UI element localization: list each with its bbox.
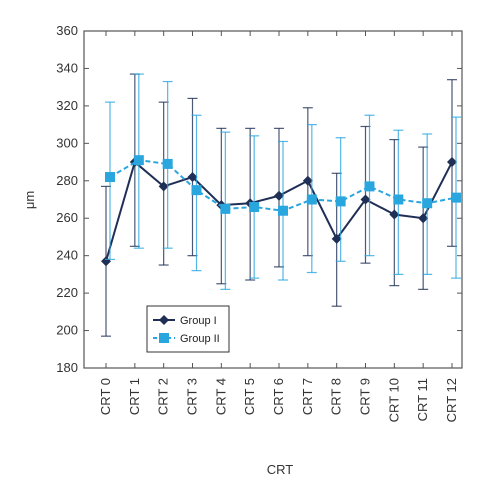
x-axis-title: CRT [267, 462, 294, 477]
y-tick-label: 180 [56, 360, 78, 375]
data-point [133, 155, 144, 166]
data-point [220, 203, 231, 214]
data-point [274, 190, 284, 201]
x-tick-label: CRT 11 [415, 378, 430, 421]
data-point [187, 172, 198, 183]
legend-marker-group-2 [159, 333, 169, 343]
data-point [418, 213, 429, 224]
data-point [389, 209, 400, 220]
series-layer [101, 73, 461, 337]
legend: Group I Group II [146, 305, 230, 353]
data-point [447, 157, 457, 168]
data-point [393, 194, 404, 205]
x-tick-label: CRT 6 [271, 378, 286, 415]
x-axis: CRT 0 CRT 1 CRT 2 CRT 3 CRT 4 CRT 5 CRT 6 CRT 7… [98, 31, 459, 422]
data-point [191, 185, 202, 196]
data-point [335, 196, 346, 207]
series-group-1 [101, 73, 457, 337]
legend-box [146, 305, 230, 353]
legend-label-group-1: Group I [180, 315, 217, 327]
y-tick-label: 320 [56, 98, 78, 113]
data-point [249, 201, 260, 212]
data-point [331, 233, 342, 244]
y-axis: 180 200 220 240 260 280 300 320 340 360 [56, 23, 462, 375]
y-tick-label: 280 [56, 173, 78, 188]
data-point [162, 158, 173, 169]
y-tick-label: 340 [56, 60, 78, 75]
data-point [101, 256, 111, 267]
x-tick-label: CRT 10 [386, 378, 401, 422]
y-tick-label: 300 [56, 135, 78, 150]
x-tick-label: CRT 8 [329, 378, 344, 415]
x-tick-label: CRT 4 [213, 378, 228, 415]
data-point [278, 205, 288, 216]
data-point [364, 181, 375, 192]
y-tick-label: 220 [56, 285, 78, 300]
data-point [422, 198, 433, 209]
x-tick-label: CRT 1 [127, 378, 142, 415]
series-group-2 [105, 73, 461, 290]
data-point [360, 194, 371, 205]
x-tick-label: CRT 9 [358, 378, 373, 415]
x-tick-label: CRT 7 [300, 378, 315, 415]
x-tick-label: CRT 3 [185, 378, 200, 415]
y-tick-label: 260 [56, 210, 78, 225]
legend-label-group-2: Group II [180, 333, 220, 345]
x-tick-label: CRT 12 [444, 378, 459, 422]
y-tick-label: 240 [56, 248, 78, 263]
y-tick-label: 200 [56, 323, 78, 338]
data-point [105, 172, 115, 183]
data-point [302, 175, 313, 186]
data-point [306, 194, 317, 205]
x-tick-label: CRT 0 [98, 378, 113, 415]
x-tick-label: CRT 2 [156, 378, 171, 415]
data-point [158, 181, 169, 192]
y-axis-title: μm [22, 191, 37, 209]
legend-marker-group-1 [159, 315, 169, 325]
y-tick-label: 360 [56, 23, 78, 38]
x-tick-label: CRT 5 [242, 378, 257, 415]
data-point [451, 192, 461, 203]
